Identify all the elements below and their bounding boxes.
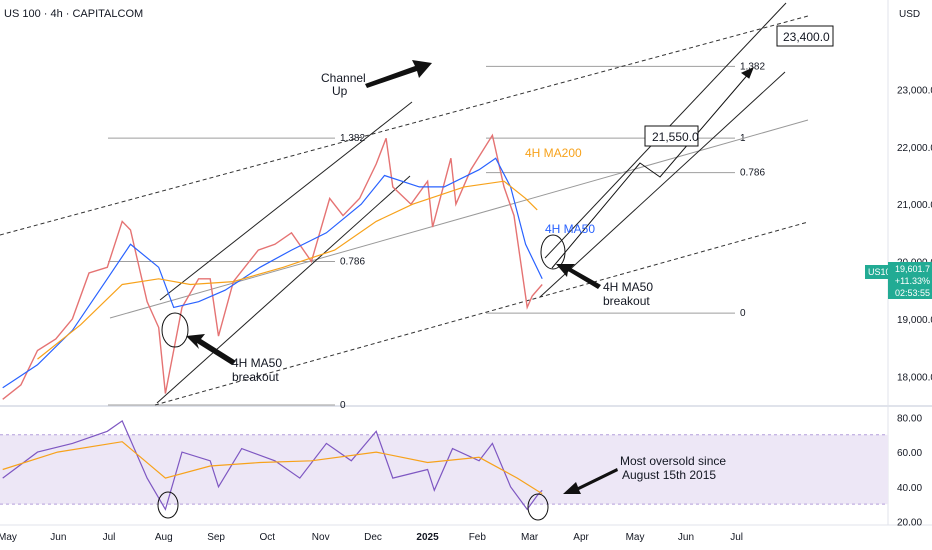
series-group xyxy=(2,133,543,400)
breakout-label-1a: 4H MA50 xyxy=(232,356,282,370)
target-label-2: 23,400.0 xyxy=(783,30,830,44)
fib-label: 0 xyxy=(340,400,346,411)
time-tick-label: May xyxy=(0,532,17,543)
oversold-arrow xyxy=(563,468,618,494)
price-tick-label: 21,000.0 xyxy=(897,200,932,211)
time-tick-label: Mar xyxy=(521,532,539,543)
ma200-line xyxy=(37,180,538,360)
ma200-label: 4H MA200 xyxy=(525,146,582,160)
rsi-axis[interactable]: 20.00 40.00 60.00 80.00 xyxy=(897,413,922,528)
rsi-group xyxy=(2,419,543,511)
time-tick-label: Feb xyxy=(469,532,487,543)
time-tick-label: Aug xyxy=(155,532,173,543)
rsi-circle-1 xyxy=(157,491,179,519)
rsi-tick-label: 20.00 xyxy=(897,518,922,529)
time-tick-label: May xyxy=(626,532,645,543)
rsi-circle-2 xyxy=(527,493,549,521)
last-price-badge: 19,601.7 +11.33% 02:53:55 xyxy=(888,262,932,299)
time-tick-label: 2025 xyxy=(416,532,439,543)
breakout-label-2b: breakout xyxy=(603,294,650,308)
rsi-tick-label: 80.00 xyxy=(897,413,922,424)
channel-arrow xyxy=(365,60,432,88)
projection-arrowhead xyxy=(741,67,754,79)
time-tick-label: Oct xyxy=(260,532,276,543)
ma50-label: 4H MA50 xyxy=(545,222,595,236)
channel-mid xyxy=(109,119,809,319)
inner-channel-upper xyxy=(159,101,413,301)
last-price: 19,601.7 xyxy=(894,264,930,274)
target-box-2 xyxy=(776,25,834,47)
projection-path-1 xyxy=(551,71,751,269)
price-axis[interactable]: 18,000.019,000.020,000.021,000.022,000.0… xyxy=(897,85,932,383)
price-tick-label: 18,000.0 xyxy=(897,372,932,383)
breakout-circle-1 xyxy=(161,312,189,348)
target-box-1 xyxy=(644,125,699,147)
breakout-arrow-1 xyxy=(186,334,236,365)
bar-countdown: 02:53:55 xyxy=(894,288,930,298)
time-tick-label: Jul xyxy=(730,532,743,543)
breakout-arrow-2 xyxy=(556,264,601,289)
fib-label: 0.786 xyxy=(340,257,365,268)
fib-label: 0.786 xyxy=(740,168,765,179)
oversold-label-2: August 15th 2015 xyxy=(622,468,716,482)
projection-paths xyxy=(551,67,754,269)
time-tick-label: Sep xyxy=(207,532,225,543)
time-tick-label: Jun xyxy=(678,532,694,543)
breakout-label-1b: breakout xyxy=(232,370,279,384)
time-tick-label: Jun xyxy=(50,532,66,543)
time-tick-label: Dec xyxy=(364,532,382,543)
inner-channel-lower xyxy=(156,175,411,404)
target-label-1: 21,550.0 xyxy=(652,130,699,144)
channel-up-label-1: Channel xyxy=(321,71,366,85)
fib-label: 1.382 xyxy=(740,61,765,72)
channel-lower-dashed xyxy=(154,221,809,406)
breakout-label-2a: 4H MA50 xyxy=(603,280,653,294)
price-line xyxy=(2,133,543,400)
time-tick-label: Jul xyxy=(103,532,116,543)
price-change: +11.33% xyxy=(894,276,930,286)
currency-label[interactable]: USD xyxy=(899,9,921,20)
time-axis[interactable]: May Jun Jul Aug Sep Oct Nov Dec 2025 Feb Mar Apr May… xyxy=(0,532,743,543)
ma50-line xyxy=(2,157,543,389)
price-pane xyxy=(0,0,888,405)
symbol-title: US 100 · 4h · CAPITALCOM xyxy=(4,8,144,20)
rsi-signal-line xyxy=(2,441,543,495)
channel-up-label-2: Up xyxy=(332,84,348,98)
price-tick-label: 22,000.0 xyxy=(897,143,932,154)
time-tick-label: Apr xyxy=(573,532,589,543)
breakout-circle-2 xyxy=(540,234,566,270)
fib-label: 0 xyxy=(740,308,746,319)
price-tick-label: 19,000.0 xyxy=(897,315,932,326)
price-tick-label: 23,000.0 xyxy=(897,85,932,96)
fib-label: 1.382 xyxy=(340,133,365,144)
time-tick-label: Nov xyxy=(312,532,330,543)
rsi-tick-label: 60.00 xyxy=(897,448,922,459)
oversold-label-1: Most oversold since xyxy=(620,454,726,468)
rsi-tick-label: 40.00 xyxy=(897,483,922,494)
projection-channel-lower xyxy=(539,71,786,298)
